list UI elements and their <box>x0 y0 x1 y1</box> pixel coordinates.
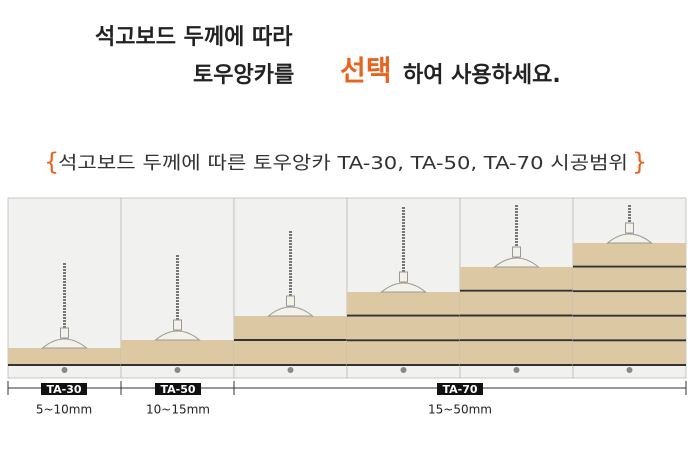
board <box>347 341 460 365</box>
board <box>573 341 686 365</box>
board <box>234 316 347 340</box>
anchor <box>41 338 88 349</box>
range-label: 15~50mm <box>428 403 492 417</box>
screw-tip <box>400 367 407 373</box>
anchor <box>493 257 540 268</box>
board <box>8 348 121 365</box>
subtitle: 석고보드 두께에 따른 토우앙카 TA-30, TA-50, TA-70 시공범… <box>58 153 628 174</box>
board <box>347 292 460 316</box>
board <box>460 267 573 291</box>
model-label: TA-70 <box>442 383 477 396</box>
anchor <box>606 233 653 244</box>
header-line1: 석고보드 두께에 따라 <box>95 25 293 50</box>
screw-tip <box>287 367 294 373</box>
anchor-head <box>173 319 182 331</box>
model-badge <box>155 383 201 395</box>
model-badge <box>41 383 87 395</box>
subtitle-brace: } <box>632 148 647 176</box>
anchor-head <box>60 327 69 339</box>
anchor-head <box>399 271 408 283</box>
board <box>121 340 234 365</box>
header-highlight: 선택 <box>340 54 392 87</box>
range-label: 5~10mm <box>36 403 92 417</box>
header-line2: 토우앙카를 <box>193 63 294 88</box>
board <box>460 341 573 365</box>
anchor-head <box>625 222 634 234</box>
model-badge <box>437 383 483 395</box>
board <box>573 267 686 291</box>
model-label: TA-30 <box>46 383 81 396</box>
subtitle-brace: { <box>44 148 59 176</box>
anchor <box>267 306 314 317</box>
anchor-head <box>512 246 521 258</box>
model-label: TA-50 <box>160 383 195 396</box>
board <box>234 341 347 365</box>
anchor <box>380 282 427 293</box>
screw-tip <box>174 367 181 373</box>
screw-tip <box>513 367 520 373</box>
scale: TA-30 5~10mm TA-50 10~15mm TA-70 15~50mm <box>7 381 687 417</box>
anchor <box>154 330 201 341</box>
screw-tip <box>61 367 68 373</box>
anchor-head <box>286 295 295 307</box>
board <box>573 243 686 267</box>
board <box>460 291 573 315</box>
range-label: 10~15mm <box>146 403 210 417</box>
board <box>573 316 686 340</box>
board <box>573 292 686 316</box>
screw-tip <box>626 367 633 373</box>
header-line2-end: 하여 사용하세요. <box>403 63 561 88</box>
board <box>347 316 460 340</box>
board <box>460 316 573 340</box>
photo-panels <box>7 197 687 379</box>
